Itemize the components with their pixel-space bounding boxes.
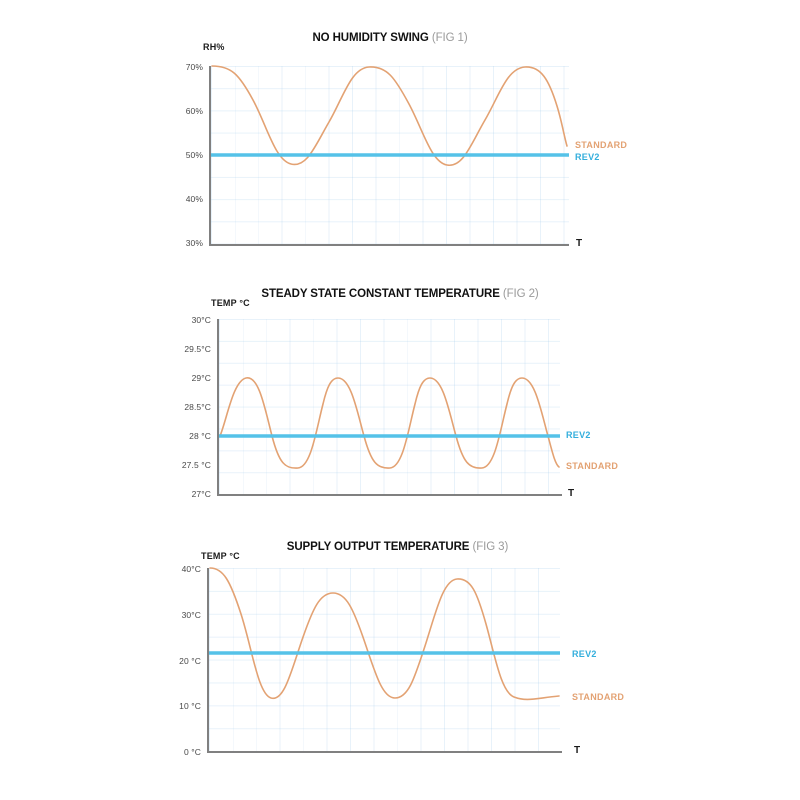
- figure-2-x-axis-label: T: [568, 488, 575, 499]
- figure-2-ytick-29: 29°C: [191, 373, 211, 383]
- figure-1-title-main: NO HUMIDITY SWING: [312, 32, 429, 44]
- figure-1-ytick-70: 70%: [185, 62, 203, 72]
- figure-2-y-axis: [217, 319, 219, 496]
- figure-3-title-main: SUPPLY OUTPUT TEMPERATURE: [286, 541, 470, 553]
- figure-2-ytick-27-5: 27.5 °C: [181, 460, 211, 470]
- figure-1-ytick-60: 60%: [185, 106, 203, 116]
- figure-2-ytick-28: 28 °C: [189, 431, 211, 441]
- figure-2-title-sub: (FIG 2): [502, 288, 539, 300]
- figure-3-title: SUPPLY OUTPUT TEMPERATURE (FIG 3): [205, 541, 590, 553]
- figure-2-ytick-27: 27°C: [191, 489, 211, 499]
- figure-3-x-axis-label: T: [574, 745, 581, 756]
- figure-2: STEADY STATE CONSTANT TEMPERATURE (FIG 2…: [181, 288, 619, 499]
- figure-1-x-axis: [209, 244, 569, 246]
- figure-1-y-axis-unit: RH%: [203, 42, 225, 52]
- figure-1: NO HUMIDITY SWING (FIG 1) RH% 70% 60% 50…: [0, 0, 800, 265]
- figure-3-ytick-0: 0 °C: [183, 747, 201, 757]
- figure-3-y-axis-unit: TEMP °C: [201, 551, 240, 561]
- figure-2-legend-rev2: REV2: [566, 430, 591, 440]
- figure-1-title: NO HUMIDITY SWING (FIG 1): [210, 32, 570, 44]
- figure-1-legend-rev2: REV2: [575, 152, 600, 162]
- figure-1-ytick-40: 40%: [185, 194, 203, 204]
- figure-3-ytick-30: 30°C: [181, 610, 201, 620]
- figure-3-y-axis: [207, 568, 209, 753]
- figure-3-ytick-20: 20 °C: [179, 656, 201, 666]
- figure-1-title-sub: (FIG 1): [431, 32, 468, 44]
- figure-3-plot-area: [209, 567, 560, 751]
- figure-2-standard-curve: [219, 377, 560, 469]
- figure-2-curves: [219, 377, 560, 469]
- figure-1-x-axis-label: T: [576, 238, 583, 249]
- figure-2-plot-area: [219, 319, 560, 494]
- figure-3-ytick-10: 10 °C: [179, 701, 201, 711]
- figure-3-title-sub: (FIG 3): [472, 541, 509, 553]
- figure-3-legend-standard: STANDARD: [572, 692, 625, 702]
- figure-2-y-axis-unit: TEMP °C: [211, 298, 250, 308]
- figure-3-legend-rev2: REV2: [572, 649, 597, 659]
- figure-1-y-axis: [209, 66, 211, 246]
- figure-1-curves: [211, 65, 569, 166]
- figure-1-ytick-50: 50%: [185, 150, 203, 160]
- figure-2-legend-standard: STANDARD: [566, 461, 619, 471]
- figure-3-ytick-40: 40°C: [181, 564, 201, 574]
- figure-2-ytick-30: 30°C: [191, 315, 211, 325]
- figure-1-ytick-30: 30%: [185, 238, 203, 248]
- figure-1-legend-standard: STANDARD: [575, 140, 628, 150]
- figure-1-plot-area: [211, 65, 569, 244]
- figure-2-ytick-28-5: 28.5°C: [184, 402, 211, 412]
- figure-2-title-main: STEADY STATE CONSTANT TEMPERATURE: [261, 288, 500, 300]
- figure-2-x-axis: [217, 494, 562, 496]
- figure-3-x-axis: [207, 751, 562, 753]
- figure-2-title: STEADY STATE CONSTANT TEMPERATURE (FIG 2…: [215, 288, 585, 300]
- figure-2-ytick-29-5: 29.5°C: [184, 344, 211, 354]
- figure-3-standard-curve: [209, 567, 560, 701]
- figure-3-curves: [209, 567, 560, 701]
